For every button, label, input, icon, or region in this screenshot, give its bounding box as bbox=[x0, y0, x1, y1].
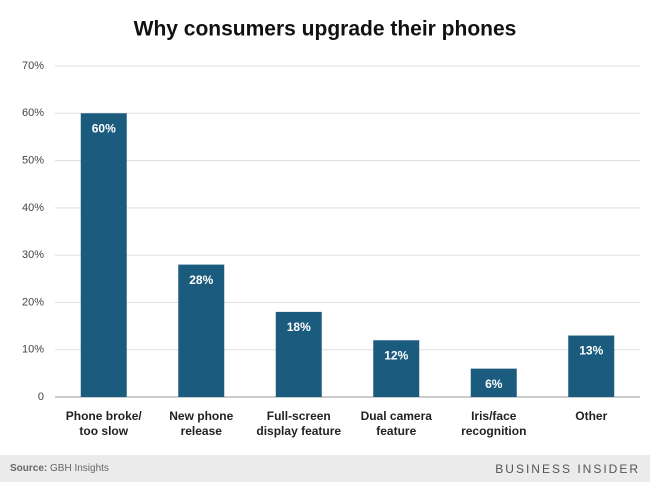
value-label: 12% bbox=[384, 348, 408, 362]
y-tick-label: 30% bbox=[22, 249, 44, 261]
value-label: 28% bbox=[189, 273, 213, 287]
value-label: 6% bbox=[485, 377, 503, 391]
y-tick-label: 20% bbox=[22, 296, 44, 308]
source-label: Source: bbox=[10, 463, 48, 474]
bar bbox=[568, 335, 615, 397]
brand: BUSINESS INSIDER bbox=[495, 462, 640, 476]
y-tick-label: 0 bbox=[38, 391, 44, 403]
source: Source: GBH Insights bbox=[10, 463, 109, 474]
x-tick-label: New phone release bbox=[169, 409, 234, 438]
source-text: GBH Insights bbox=[50, 463, 109, 474]
x-tick-label: Phone broke/ too slow bbox=[65, 409, 142, 438]
footer: Source: GBH Insights BUSINESS INSIDER bbox=[0, 455, 650, 482]
x-tick-label: Dual camera feature bbox=[360, 409, 432, 438]
chart: Why consumers upgrade their phones 0 10% 2… bbox=[22, 18, 640, 403]
bar bbox=[275, 311, 322, 397]
bar bbox=[178, 264, 225, 397]
bar bbox=[80, 113, 127, 398]
bar bbox=[470, 368, 517, 397]
y-tick-label: 70% bbox=[22, 60, 44, 72]
y-tick-label: 10% bbox=[22, 344, 44, 356]
x-tick-label: Iris/face recognition bbox=[461, 409, 527, 438]
y-tick-label: 60% bbox=[22, 107, 44, 119]
bar bbox=[373, 340, 420, 397]
x-tick-label: Full-screen display feature bbox=[256, 409, 342, 438]
value-label: 18% bbox=[287, 320, 311, 334]
x-tick-label: Other bbox=[575, 409, 608, 423]
value-label: 60% bbox=[92, 121, 116, 135]
y-tick-label: 50% bbox=[22, 154, 44, 166]
y-tick-label: 40% bbox=[22, 202, 44, 214]
value-label: 13% bbox=[579, 344, 603, 358]
chart-title: Why consumers upgrade their phones bbox=[134, 18, 517, 41]
